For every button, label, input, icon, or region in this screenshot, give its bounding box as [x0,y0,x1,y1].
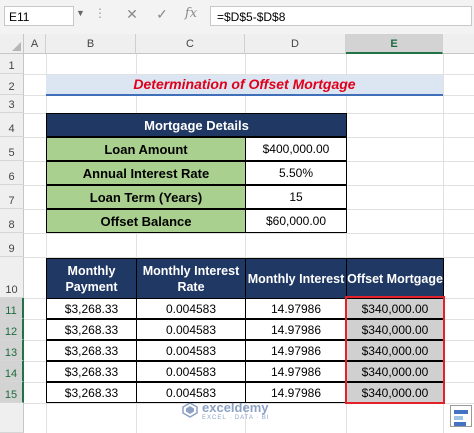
column-header-next[interactable] [443,34,474,54]
gridline [24,233,474,234]
row-header-8[interactable]: 8 [0,209,24,233]
column-header-b[interactable]: B [46,34,136,54]
cell-monthly-interest-rate[interactable]: 0.004583 [136,340,246,361]
row-header-12[interactable]: 12 [0,319,24,340]
header-monthly-payment[interactable]: Monthly Payment [46,258,137,299]
offset-balance-value[interactable]: $60,000.00 [245,209,347,233]
interest-rate-label[interactable]: Annual Interest Rate [46,161,246,185]
cell-monthly-interest-rate[interactable]: 0.004583 [136,298,246,319]
header-monthly-interest[interactable]: Monthly Interest [245,258,347,299]
row-header-15[interactable]: 15 [0,382,24,403]
formula-bar: E11 ▼ ⋮ ✕ ✓ fx =$D$5-$D$8 [0,0,474,35]
watermark-tagline: EXCEL · DATA · BI [202,415,270,421]
cell-monthly-interest[interactable]: 14.97986 [245,340,347,361]
header-offset-mortgage[interactable]: Offset Mortgage [346,258,444,299]
row-header-16[interactable] [0,403,24,433]
row-header-6[interactable]: 6 [0,161,24,185]
gridline [46,54,47,433]
row-header-1[interactable]: 1 [0,54,24,74]
name-box-dropdown-icon[interactable]: ▼ [76,8,85,18]
column-header-c[interactable]: C [136,34,245,54]
row-header-11[interactable]: 11 [0,298,24,319]
more-options-icon: ⋮ [94,6,106,20]
cell-monthly-interest-rate[interactable]: 0.004583 [136,361,246,382]
enter-icon[interactable]: ✓ [156,6,168,22]
offset-balance-label[interactable]: Offset Balance [46,209,246,233]
row-header-14[interactable]: 14 [0,361,24,382]
header-monthly-interest-rate[interactable]: Monthly Interest Rate [136,258,246,299]
cell-monthly-interest[interactable]: 14.97986 [245,361,347,382]
formula-input[interactable]: =$D$5-$D$8 [210,6,472,26]
cell-offset-mortgage[interactable]: $340,000.00 [346,382,444,403]
sheet-title[interactable]: Determination of Offset Mortgage [46,75,443,96]
cell-monthly-payment[interactable]: $3,268.33 [46,361,137,382]
quick-analysis-icon[interactable] [450,405,472,427]
cell-monthly-payment[interactable]: $3,268.33 [46,319,137,340]
mortgage-details-header[interactable]: Mortgage Details [46,113,347,137]
gridline [24,74,474,75]
row-header-2[interactable]: 2 [0,74,24,95]
select-all-corner[interactable] [0,34,24,54]
gridline [346,54,347,433]
gridline [24,403,474,404]
row-header-3[interactable]: 3 [0,95,24,113]
column-header-a[interactable]: A [24,34,46,54]
row-header-9[interactable]: 9 [0,233,24,257]
cell-offset-mortgage[interactable]: $340,000.00 [346,298,444,319]
row-header-5[interactable]: 5 [0,137,24,161]
selection-highlight [345,296,445,404]
cell-monthly-interest[interactable]: 14.97986 [245,382,347,403]
gridline [136,54,137,433]
column-header-d[interactable]: D [245,34,346,54]
exceldemy-logo-icon [182,402,198,418]
cell-monthly-interest-rate[interactable]: 0.004583 [136,319,246,340]
cell-monthly-interest-rate[interactable]: 0.004583 [136,382,246,403]
watermark-name: exceldemy [202,400,269,415]
loan-amount-label[interactable]: Loan Amount [46,137,246,161]
row-header-13[interactable]: 13 [0,340,24,361]
column-header-e[interactable]: E [346,34,443,54]
cell-monthly-payment[interactable]: $3,268.33 [46,298,137,319]
cell-monthly-payment[interactable]: $3,268.33 [46,382,137,403]
name-box[interactable]: E11 [4,6,74,26]
cancel-icon[interactable]: ✕ [126,6,138,22]
gridline [443,54,444,433]
insert-function-icon[interactable]: fx [184,6,198,21]
cell-monthly-interest[interactable]: 14.97986 [245,319,347,340]
loan-term-label[interactable]: Loan Term (Years) [46,185,246,209]
loan-term-value[interactable]: 15 [245,185,347,209]
cell-monthly-interest[interactable]: 14.97986 [245,298,347,319]
gridline [24,257,474,258]
row-header-10[interactable]: 10 [0,257,24,298]
loan-amount-value[interactable]: $400,000.00 [245,137,347,161]
cell-offset-mortgage[interactable]: $340,000.00 [346,340,444,361]
gridline [245,54,246,433]
interest-rate-value[interactable]: 5.50% [245,161,347,185]
row-header-4[interactable]: 4 [0,113,24,137]
cell-monthly-payment[interactable]: $3,268.33 [46,340,137,361]
cell-offset-mortgage[interactable]: $340,000.00 [346,361,444,382]
row-header-7[interactable]: 7 [0,185,24,209]
